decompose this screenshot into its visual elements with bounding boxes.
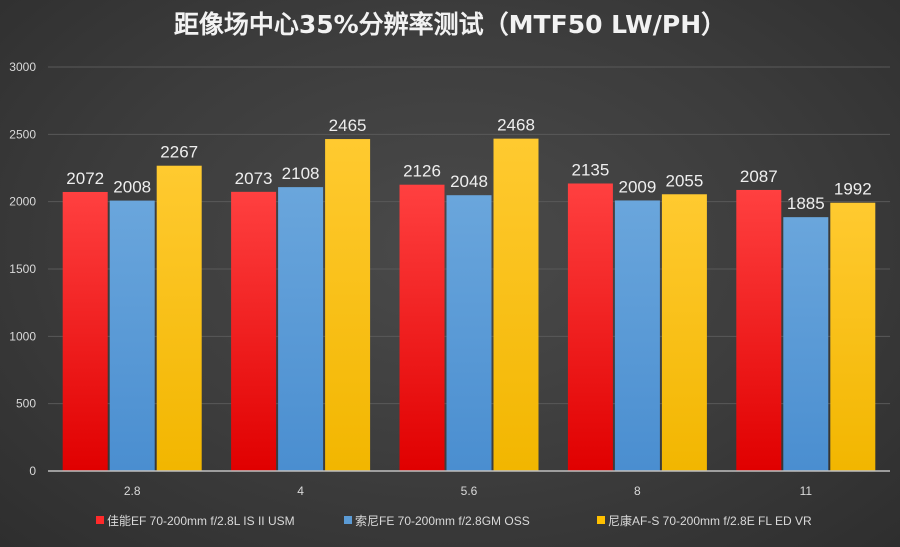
y-axis: 0 500 1000 1500 2000 2500 3000 xyxy=(9,60,36,478)
bar xyxy=(325,139,371,471)
data-label: 2468 xyxy=(497,116,535,135)
bar xyxy=(567,183,613,471)
legend-label: 尼康AF-S 70-200mm f/2.8E FL ED VR xyxy=(608,513,812,528)
data-label: 2087 xyxy=(740,167,778,186)
legend-swatch xyxy=(96,516,104,524)
bar xyxy=(231,191,277,471)
bar xyxy=(830,202,876,471)
bar xyxy=(109,200,155,471)
legend: 佳能EF 70-200mm f/2.8L IS II USM 索尼FE 70-20… xyxy=(96,513,812,528)
data-label: 2465 xyxy=(329,116,367,135)
x-tick-label: 8 xyxy=(634,484,641,498)
bar xyxy=(493,138,539,471)
x-tick-label: 4 xyxy=(297,484,304,498)
y-tick-label: 2000 xyxy=(9,195,36,209)
data-labels: 2072 2008 2267 2073 2108 2465 2126 2048 2468 2135… xyxy=(66,116,871,214)
data-label: 2009 xyxy=(618,177,656,196)
x-tick-label: 11 xyxy=(800,484,813,498)
data-label: 2048 xyxy=(450,172,488,191)
y-tick-label: 2500 xyxy=(9,127,36,141)
y-tick-label: 1000 xyxy=(9,329,36,343)
chart-title: 距像场中心35%分辨率测试（MTF50 LW/PH） xyxy=(174,10,726,39)
y-tick-label: 0 xyxy=(29,464,36,478)
y-tick-label: 500 xyxy=(16,397,36,411)
bar xyxy=(736,189,782,471)
x-tick-label: 2.8 xyxy=(124,484,141,498)
y-tick-label: 3000 xyxy=(9,60,36,74)
bar xyxy=(614,200,660,472)
data-label: 2072 xyxy=(66,169,104,188)
bar xyxy=(278,187,324,471)
data-label: 2108 xyxy=(282,164,320,183)
bar xyxy=(446,195,492,471)
legend-label: 佳能EF 70-200mm f/2.8L IS II USM xyxy=(107,514,295,528)
data-label: 2008 xyxy=(113,178,151,197)
bars xyxy=(62,138,876,472)
x-axis: 2.8 4 5.6 8 11 xyxy=(124,484,812,498)
legend-swatch xyxy=(597,516,605,524)
legend-label: 索尼FE 70-200mm f/2.8GM OSS xyxy=(355,514,530,528)
data-label: 1992 xyxy=(834,180,872,199)
legend-swatch xyxy=(344,516,352,524)
data-label: 1885 xyxy=(787,194,825,213)
bar xyxy=(62,191,108,471)
y-tick-label: 1500 xyxy=(9,262,36,276)
data-label: 2055 xyxy=(665,171,703,190)
data-label: 2267 xyxy=(160,143,198,162)
data-label: 2073 xyxy=(235,169,273,188)
bar xyxy=(783,217,829,471)
bar xyxy=(661,194,707,471)
bar xyxy=(399,184,445,471)
bar xyxy=(156,165,202,471)
data-label: 2126 xyxy=(403,162,441,181)
x-tick-label: 5.6 xyxy=(461,484,478,498)
data-label: 2135 xyxy=(571,160,609,179)
